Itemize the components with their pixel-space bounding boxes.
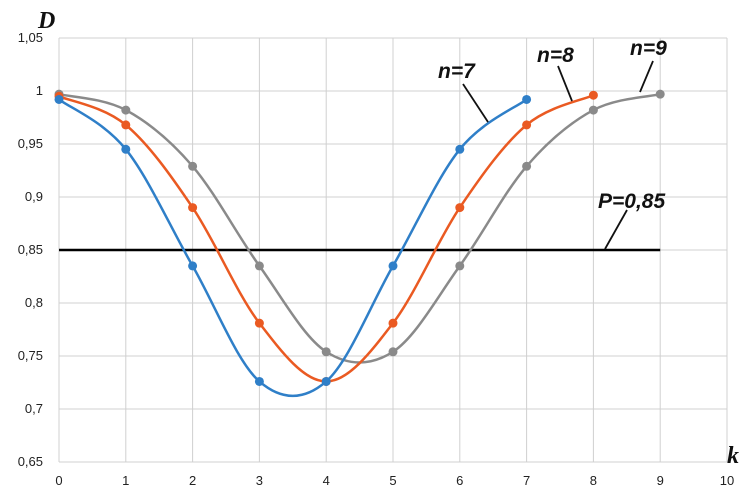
series-label-leader	[462, 83, 489, 123]
y-tick-label: 0,8	[25, 295, 43, 310]
data-point	[54, 94, 64, 104]
x-axis-label: k	[727, 443, 739, 469]
x-tick-label: 7	[523, 473, 530, 488]
x-tick-label: 0	[55, 473, 62, 488]
data-point	[254, 376, 264, 386]
data-point	[455, 261, 465, 271]
data-point	[321, 347, 331, 357]
data-point	[455, 203, 465, 213]
tick-labels: 0,65 0,7 0,75 0,8 0,85 0,9 0,95 1 1,05 0 1 2 3 4 5 6 7 8 9…	[18, 30, 735, 488]
x-tick-label: 10	[720, 473, 734, 488]
data-point	[588, 90, 598, 100]
y-tick-label: 0,85	[18, 242, 43, 257]
series-label: n=7	[438, 60, 476, 83]
reference-label-leader	[604, 209, 628, 250]
series-label: n=9	[630, 37, 667, 60]
series-line	[58, 98, 528, 398]
series-label-leader	[557, 65, 573, 102]
annotations: n=7 n=8 n=9 P=0,85	[438, 37, 667, 250]
series-group	[54, 89, 665, 398]
x-tick-label: 5	[389, 473, 396, 488]
data-point	[522, 94, 532, 104]
x-tick-label: 4	[323, 473, 330, 488]
y-tick-label: 1	[36, 83, 43, 98]
y-tick-label: 0,7	[25, 401, 43, 416]
x-tick-label: 6	[456, 473, 463, 488]
data-point	[254, 261, 264, 271]
data-point	[121, 120, 131, 130]
data-point	[388, 261, 398, 271]
x-tick-label: 2	[189, 473, 196, 488]
data-point	[455, 144, 465, 154]
data-point	[121, 144, 131, 154]
data-point	[522, 120, 532, 130]
series-label: n=8	[537, 44, 574, 67]
data-point	[188, 161, 198, 171]
y-tick-label: 0,75	[18, 348, 43, 363]
y-tick-label: 0,65	[18, 454, 43, 469]
data-point	[188, 261, 198, 271]
x-tick-label: 9	[657, 473, 664, 488]
data-point	[321, 376, 331, 386]
reference-line-label: P=0,85	[598, 190, 665, 213]
data-point	[655, 89, 665, 99]
data-point	[388, 347, 398, 357]
x-tick-label: 8	[590, 473, 597, 488]
data-point	[522, 161, 532, 171]
series-label-leader	[639, 60, 654, 93]
y-tick-label: 0,9	[25, 189, 43, 204]
data-point	[588, 105, 598, 115]
data-point	[388, 318, 398, 328]
y-tick-label: 1,05	[18, 30, 43, 45]
x-tick-label: 1	[122, 473, 129, 488]
data-point	[188, 203, 198, 213]
series-line	[58, 92, 661, 364]
data-point	[121, 105, 131, 115]
data-point	[254, 318, 264, 328]
y-axis-label: D	[37, 8, 55, 34]
x-tick-label: 3	[256, 473, 263, 488]
y-tick-label: 0,95	[18, 136, 43, 151]
